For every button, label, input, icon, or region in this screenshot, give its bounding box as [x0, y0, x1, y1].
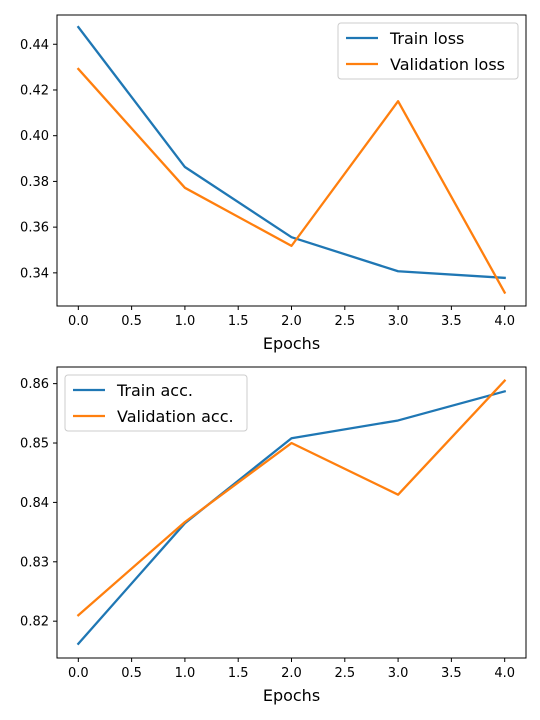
y-tick-label: 0.85 — [20, 437, 49, 452]
x-tick-label: 2.5 — [334, 314, 355, 329]
series-line-train — [76, 25, 506, 280]
legend-label: Validation acc. — [117, 407, 234, 426]
y-tick-label: 0.42 — [20, 83, 49, 98]
y-tick-label: 0.34 — [20, 266, 49, 281]
legend-label: Train acc. — [116, 381, 193, 400]
x-tick-label: 1.0 — [175, 314, 196, 329]
x-tick-label: 4.0 — [494, 666, 515, 681]
x-axis-label: Epochs — [263, 686, 320, 705]
series-line-train — [76, 389, 507, 646]
legend: Train loss Validation loss — [337, 22, 519, 80]
y-tick-label: 0.83 — [20, 555, 49, 570]
y-tick-label: 0.36 — [20, 221, 49, 236]
legend-label: Validation loss — [390, 55, 505, 74]
x-tick-label: 1.0 — [175, 666, 196, 681]
y-tick-label: 0.86 — [20, 377, 49, 392]
series-line-validation — [76, 379, 507, 617]
x-tick-label: 3.0 — [388, 666, 409, 681]
x-tick-label: 3.5 — [441, 314, 462, 329]
y-tick-label: 0.40 — [20, 129, 49, 144]
x-tick-label: 4.0 — [494, 314, 515, 329]
y-tick-label: 0.38 — [20, 175, 49, 190]
x-tick-label: 2.5 — [334, 666, 355, 681]
legend-label: Train loss — [389, 29, 464, 48]
x-tick-label: 0.0 — [68, 314, 89, 329]
y-tick-label: 0.84 — [20, 496, 49, 511]
x-tick-label: 3.5 — [441, 666, 462, 681]
x-tick-label: 0.0 — [68, 666, 89, 681]
y-tick-label: 0.82 — [20, 615, 49, 630]
loss-chart: 0.0 0.5 1.0 1.5 2.0 2.5 3.0 3.5 4.0 0.34 0.36 0.38 0… — [20, 14, 527, 353]
x-tick-label: 1.5 — [228, 314, 249, 329]
accuracy-chart: 0.0 0.5 1.0 1.5 2.0 2.5 3.0 3.5 4.0 0.82 0.83 0.84 0… — [20, 366, 527, 705]
x-axis-label: Epochs — [263, 334, 320, 353]
legend: Train acc. Validation acc. — [64, 374, 248, 432]
legend-box — [337, 22, 519, 80]
legend-box — [64, 374, 248, 432]
x-tick-label: 0.5 — [121, 666, 142, 681]
series-line-validation — [76, 67, 507, 295]
x-tick-label: 0.5 — [121, 314, 142, 329]
x-tick-label: 2.0 — [281, 314, 302, 329]
x-tick-label: 3.0 — [388, 314, 409, 329]
x-tick-label: 1.5 — [228, 666, 249, 681]
y-tick-label: 0.44 — [20, 38, 49, 53]
x-tick-label: 2.0 — [281, 666, 302, 681]
